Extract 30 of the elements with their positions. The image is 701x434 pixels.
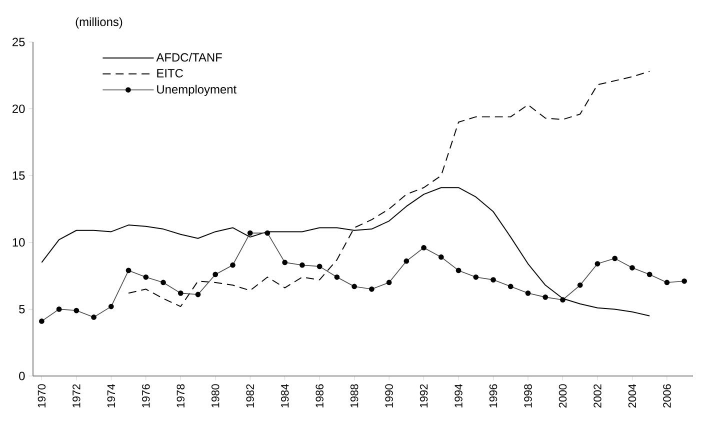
x-tick-label: 2006 — [663, 384, 671, 408]
x-tick-label: 1988 — [350, 384, 358, 408]
y-tick-label: 0 — [19, 372, 25, 380]
y-tick-label: 5 — [19, 305, 25, 314]
y-tick-label: 25 — [12, 38, 25, 46]
x-tick-label: 1978 — [176, 384, 185, 408]
y-tick-label: 10 — [12, 238, 25, 247]
x-tick-label: 1974 — [107, 384, 116, 408]
x-tick-label: 1990 — [385, 384, 393, 408]
x-tick-label: 1986 — [316, 384, 324, 408]
legend-label: EITC — [157, 69, 183, 78]
x-tick-label: 1994 — [454, 384, 462, 408]
x-tick-label: 2002 — [594, 384, 602, 408]
x-tick-label: 1996 — [489, 384, 498, 408]
x-tick-label: 1972 — [72, 384, 80, 408]
x-tick-label: 2000 — [558, 384, 567, 408]
x-tick-label: 1998 — [524, 384, 532, 408]
legend-label: Unemployment — [157, 84, 237, 96]
point — [264, 230, 270, 236]
x-tick-label: 1980 — [212, 384, 220, 408]
x-tick-label: 1970 — [38, 384, 46, 408]
y-axis-title: (millions) — [76, 17, 122, 28]
y-tick-label: 15 — [12, 171, 25, 180]
x-tick-label: 2004 — [628, 384, 636, 408]
x-tick-label: 1984 — [280, 384, 289, 408]
legend-label: AFDC/TANF — [156, 52, 222, 62]
x-tick-label: 1976 — [142, 384, 150, 408]
x-tick-label: 1992 — [420, 384, 428, 408]
x-tick-label: 1982 — [246, 384, 254, 408]
y-tick-label: 20 — [12, 104, 25, 114]
